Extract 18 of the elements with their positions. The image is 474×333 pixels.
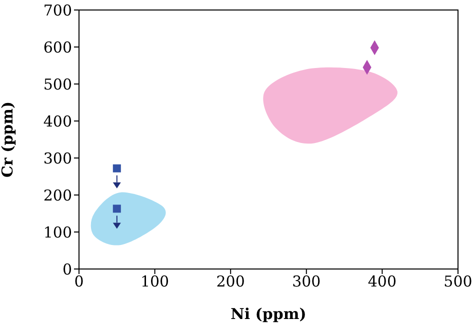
y-tick-label: 200	[43, 186, 72, 204]
x-tick-label: 300	[292, 272, 321, 291]
y-axis-title: Cr (ppm)	[0, 101, 16, 178]
y-tick-label: 600	[43, 38, 72, 56]
x-tick-label: 500	[444, 272, 472, 291]
x-axis-title: Ni (ppm)	[230, 305, 306, 323]
x-tick-label: 400	[368, 272, 397, 291]
x-tick-label: 100	[140, 272, 170, 291]
x-tick-label: 0	[74, 272, 84, 291]
y-tick-label: 0	[62, 260, 72, 278]
y-tick-label: 500	[43, 75, 72, 94]
y-tick-label: 400	[43, 112, 72, 130]
point	[112, 164, 121, 172]
point	[112, 204, 121, 213]
y-tick-label: 700	[43, 1, 72, 20]
y-tick-label: 300	[43, 149, 72, 168]
x-tick-label: 200	[216, 272, 245, 291]
y-tick-label: 100	[43, 223, 72, 242]
